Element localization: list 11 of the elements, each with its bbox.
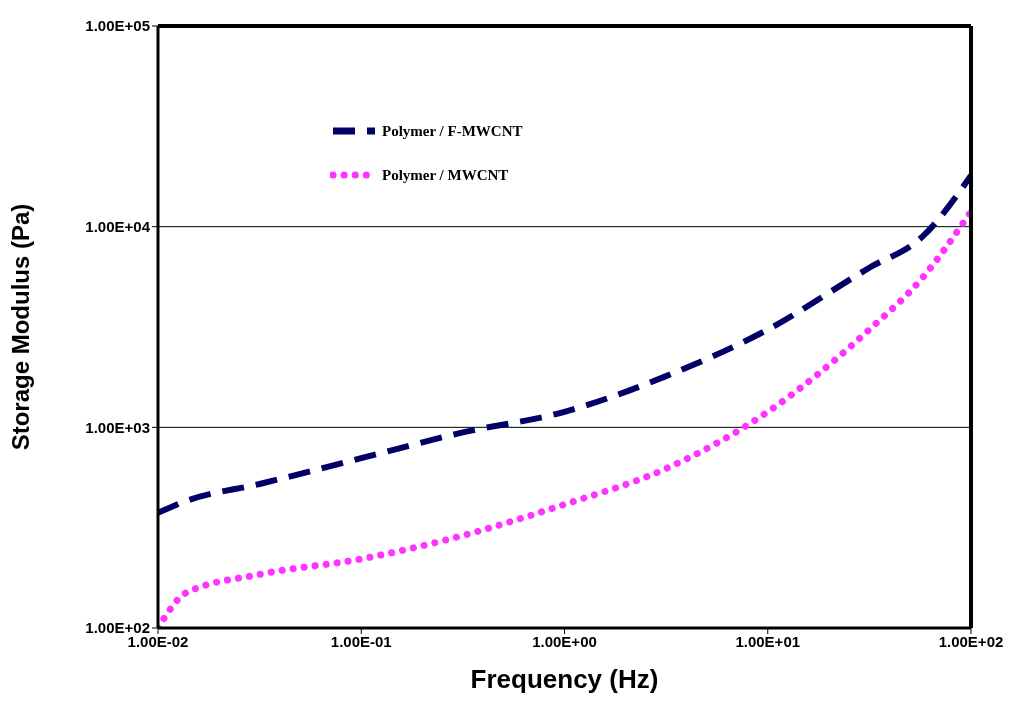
x-tick-label: 1.00E+00 <box>532 632 597 650</box>
x-tick-label: 1.00E+02 <box>938 632 1004 650</box>
x-axis-title: Frequency (Hz) <box>470 664 659 694</box>
legend-label: Polymer / F-MWCNT <box>382 122 523 140</box>
legend-label: Polymer / MWCNT <box>382 166 509 184</box>
y-axis-title: Storage Modulus (Pa) <box>6 203 34 451</box>
x-tick-label: 1.00E-01 <box>330 632 392 650</box>
y-tick-label: 1.00E+03 <box>85 418 150 436</box>
y-tick-label: 1.00E+05 <box>85 17 150 35</box>
y-tick-label: 1.00E+04 <box>85 217 151 235</box>
x-tick-label: 1.00E+01 <box>735 632 801 650</box>
